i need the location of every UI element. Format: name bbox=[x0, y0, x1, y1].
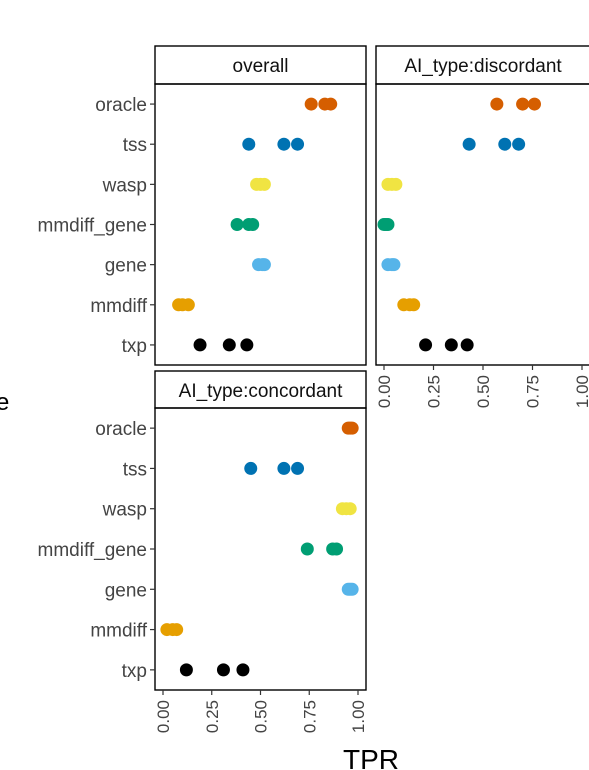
data-point-txp bbox=[193, 338, 207, 352]
data-point-oracle bbox=[527, 97, 541, 111]
data-point-gene bbox=[387, 258, 401, 272]
data-point-wasp bbox=[389, 177, 403, 191]
y-axis-title-partial: e bbox=[0, 389, 9, 416]
y-tick-label: mmdiff_gene bbox=[38, 540, 148, 561]
x-tick-label: 1.00 bbox=[349, 700, 368, 733]
data-point-oracle bbox=[304, 97, 318, 111]
data-point-tss bbox=[277, 461, 291, 475]
data-point-mmdiff_gene bbox=[330, 542, 344, 556]
x-tick-label: 1.00 bbox=[573, 375, 589, 408]
data-point-oracle bbox=[490, 97, 504, 111]
panel-border bbox=[154, 83, 367, 366]
data-point-tss bbox=[291, 461, 305, 475]
data-point-mmdiff bbox=[407, 298, 421, 312]
data-point-txp bbox=[216, 663, 230, 677]
data-point-txp bbox=[179, 663, 193, 677]
x-tick-label: 0.75 bbox=[300, 700, 319, 733]
data-point-mmdiff_gene bbox=[300, 542, 314, 556]
y-tick-label: tss bbox=[123, 135, 147, 156]
data-point-tss bbox=[277, 137, 291, 151]
y-tick-label: oracle bbox=[95, 95, 147, 116]
y-tick-label: gene bbox=[105, 580, 147, 601]
data-point-wasp bbox=[343, 502, 357, 516]
panel-strip bbox=[154, 45, 367, 85]
panel-title: AI_type:concordant bbox=[179, 381, 343, 402]
panel-border bbox=[375, 83, 589, 366]
data-point-txp bbox=[444, 338, 458, 352]
x-tick-label: 0.25 bbox=[425, 375, 444, 408]
y-tick-label: txp bbox=[122, 336, 147, 357]
x-tick-label: 0.25 bbox=[203, 700, 222, 733]
panel-strip bbox=[375, 45, 589, 85]
y-tick-label: wasp bbox=[102, 175, 147, 196]
panel-strip bbox=[154, 370, 367, 409]
data-point-mmdiff_gene bbox=[381, 218, 395, 231]
x-tick-label: 0.00 bbox=[154, 700, 173, 733]
data-point-tss bbox=[291, 137, 305, 151]
data-point-tss bbox=[512, 137, 526, 151]
x-tick-label: 0.50 bbox=[252, 700, 271, 733]
data-point-mmdiff_gene bbox=[230, 218, 244, 231]
panel-title: AI_type:discordant bbox=[404, 56, 562, 77]
data-point-oracle bbox=[345, 421, 359, 435]
data-point-txp bbox=[236, 663, 250, 677]
data-point-mmdiff bbox=[181, 298, 195, 312]
y-tick-label: wasp bbox=[102, 500, 147, 521]
y-tick-label: mmdiff_gene bbox=[38, 216, 148, 237]
y-tick-label: mmdiff bbox=[90, 621, 147, 642]
y-tick-label: oracle bbox=[95, 419, 147, 440]
data-point-gene bbox=[257, 258, 271, 272]
x-tick-label: 0.75 bbox=[524, 375, 543, 408]
data-point-gene bbox=[345, 582, 359, 596]
data-point-tss bbox=[462, 137, 476, 151]
y-tick-label: tss bbox=[123, 459, 147, 480]
data-point-mmdiff bbox=[170, 623, 184, 637]
data-point-tss bbox=[242, 137, 256, 151]
y-tick-label: mmdiff bbox=[90, 296, 147, 317]
data-point-mmdiff_gene bbox=[246, 218, 260, 231]
data-point-txp bbox=[240, 338, 254, 352]
data-point-oracle bbox=[324, 97, 338, 111]
data-point-wasp bbox=[257, 177, 271, 191]
x-axis-title: TPR bbox=[343, 744, 399, 770]
y-tick-label: txp bbox=[122, 661, 147, 682]
x-tick-label: 0.50 bbox=[474, 375, 493, 408]
panel-title: overall bbox=[233, 56, 289, 77]
data-point-tss bbox=[244, 461, 258, 475]
data-point-tss bbox=[498, 137, 512, 151]
data-point-oracle bbox=[516, 97, 530, 111]
x-tick-label: 0.00 bbox=[375, 375, 394, 408]
data-point-txp bbox=[222, 338, 236, 352]
data-point-txp bbox=[460, 338, 474, 352]
data-point-txp bbox=[419, 338, 433, 352]
y-tick-label: gene bbox=[105, 256, 147, 277]
